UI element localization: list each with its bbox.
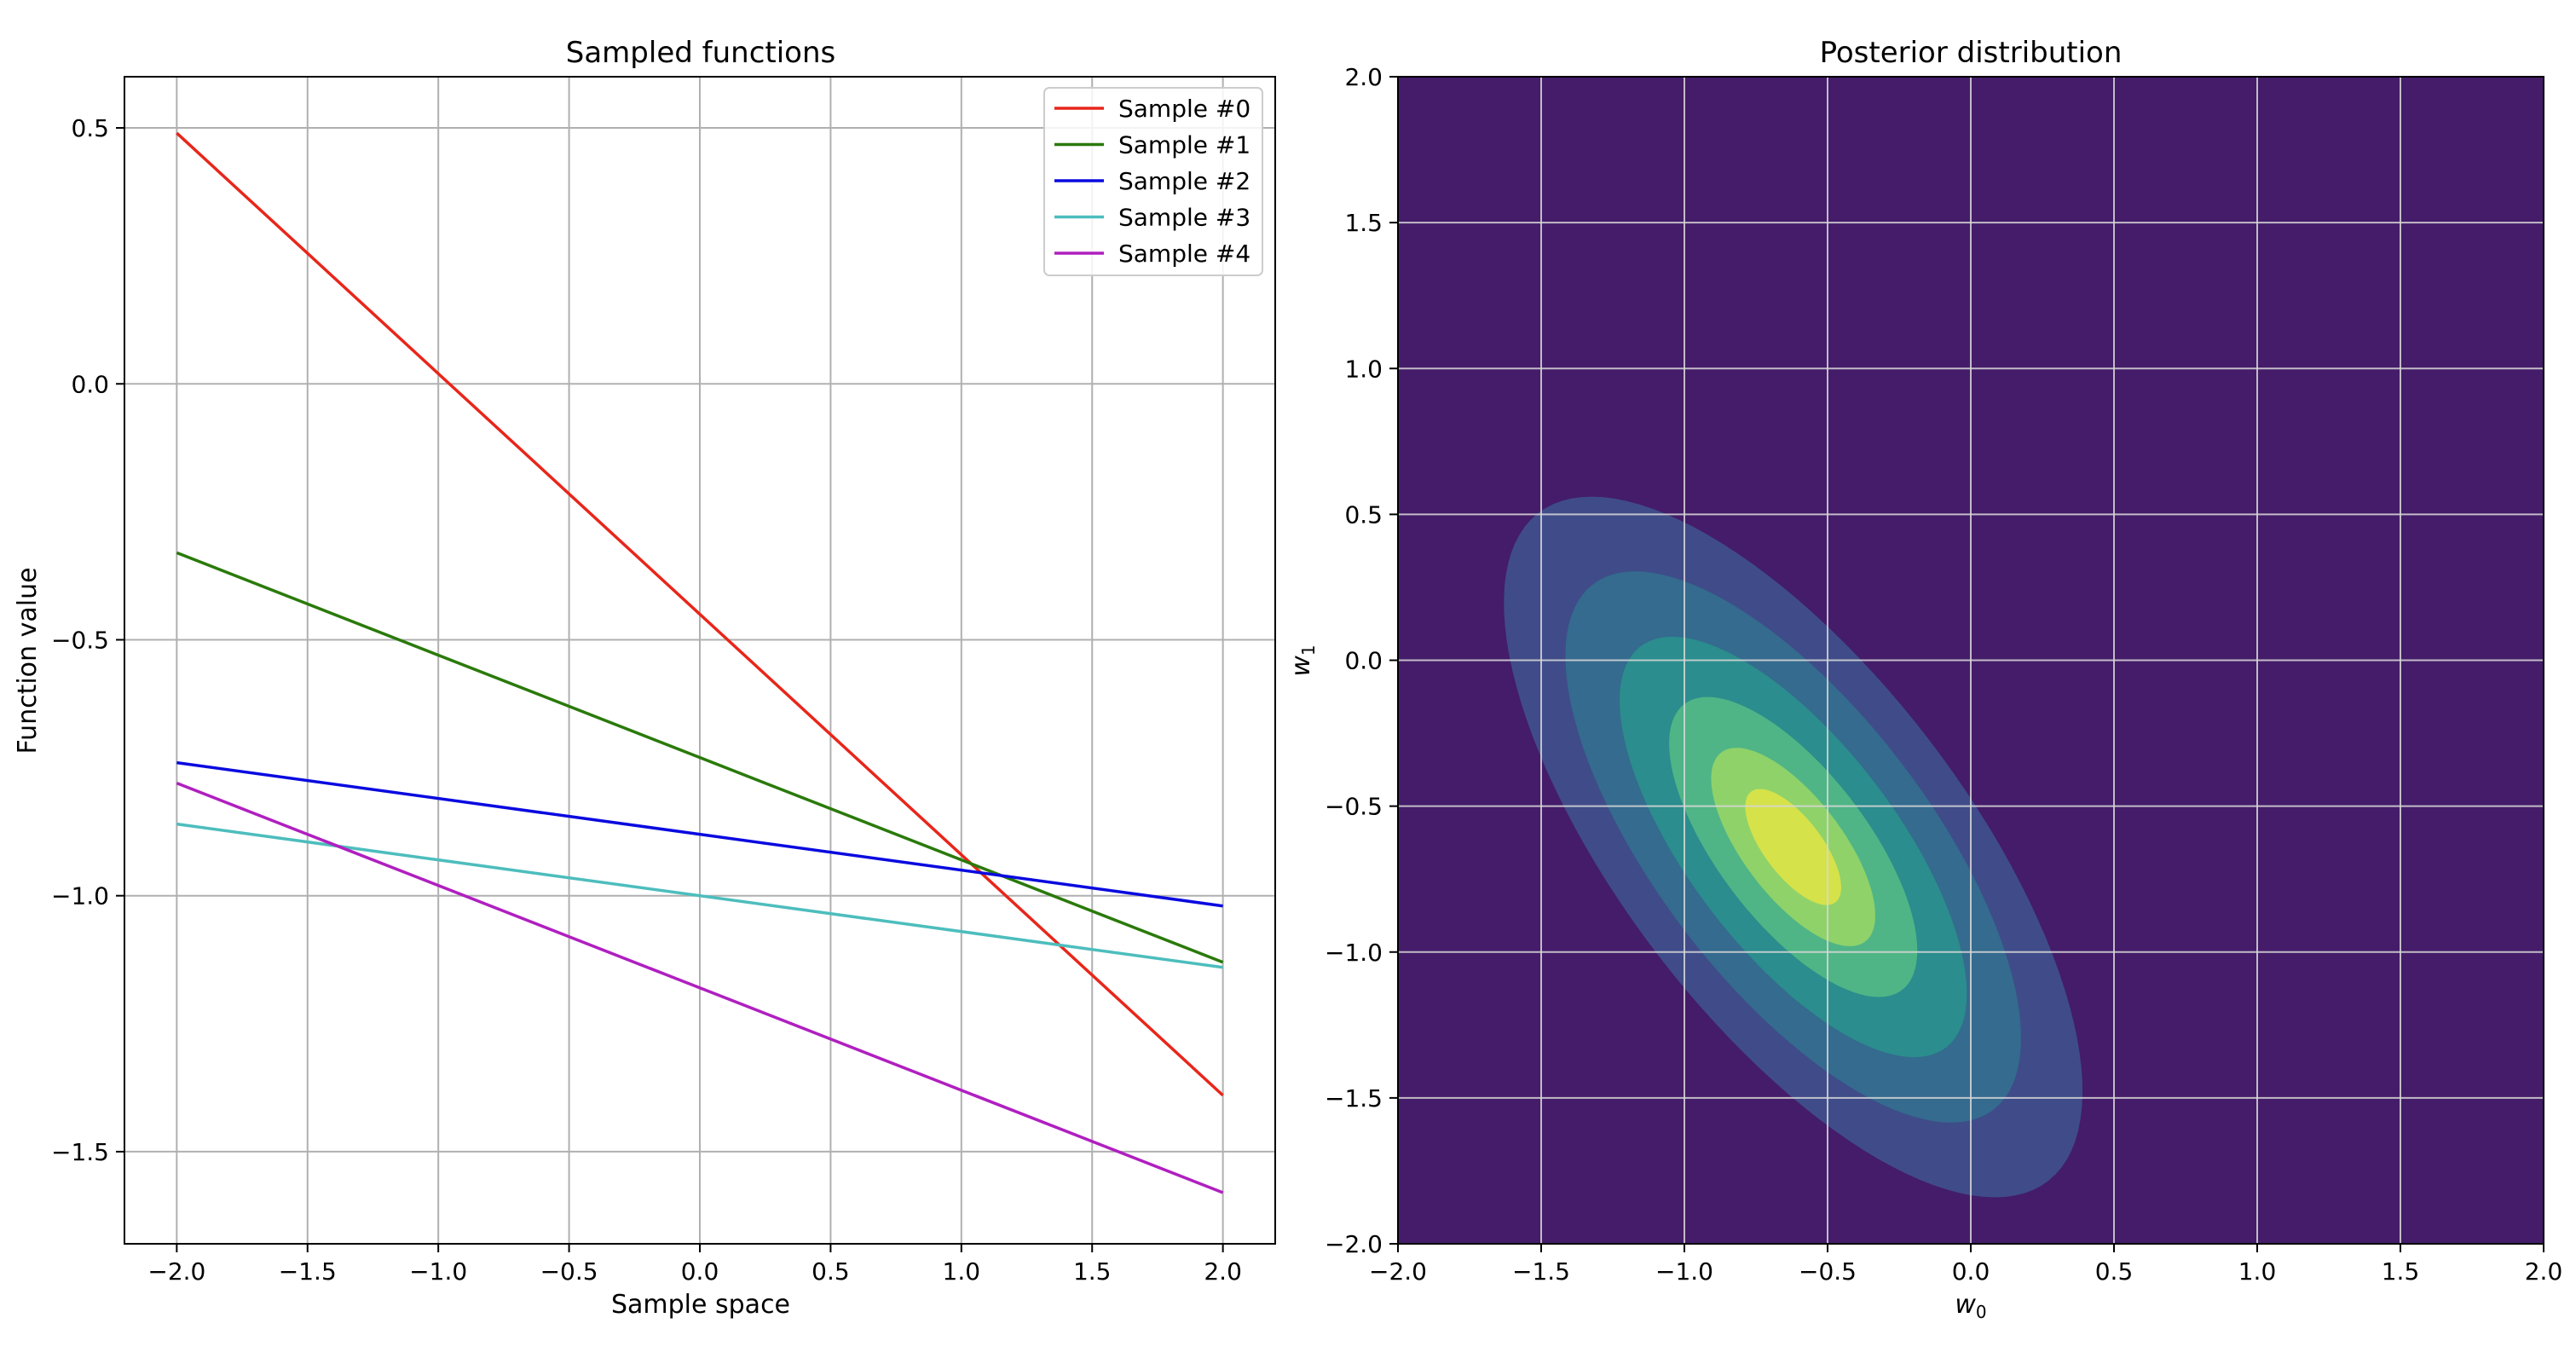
right-x-tick-label: −1.5 — [1512, 1257, 1570, 1286]
right-y-tick-label: 0.0 — [1344, 647, 1383, 675]
series-line-sample-4 — [176, 781, 1224, 1194]
sampled-functions-chart: Sampled functions −2.0 −1.5 −1.0 −0.5 0.0 0.5… — [13, 36, 1276, 1320]
right-y-tick-label: −1.5 — [1325, 1084, 1383, 1113]
right-x-tick-label: −0.5 — [1799, 1257, 1857, 1286]
left-x-tick-label: 2.0 — [1204, 1257, 1242, 1286]
left-x-tick-label: 0.0 — [681, 1257, 719, 1286]
right-y-tick-label: 1.5 — [1344, 209, 1383, 237]
left-chart-title: Sampled functions — [566, 36, 835, 70]
left-x-axis-label: Sample space — [611, 1290, 790, 1320]
series-line-sample-1 — [176, 551, 1224, 964]
left-x-ticks: −2.0 −1.5 −1.0 −0.5 0.0 0.5 1.0 1.5 2.0 — [147, 1244, 1242, 1286]
legend-label: Sample #4 — [1118, 240, 1250, 268]
right-y-tick-label: −1.0 — [1325, 939, 1383, 967]
posterior-distribution-chart: Posterior distribution −2.0 −1.5 −1.0 −0.5 0… — [1286, 36, 2562, 1322]
left-y-tick-label: 0.0 — [71, 370, 109, 398]
right-y-tick-label: 2.0 — [1344, 63, 1383, 91]
left-y-tick-label: −1.0 — [51, 882, 109, 910]
contour-level-6 — [1745, 789, 1841, 905]
left-y-axis-label: Function value — [13, 567, 43, 754]
right-x-tick-label: 0.5 — [2095, 1257, 2134, 1286]
left-x-tick-label: −1.0 — [409, 1257, 467, 1286]
left-x-tick-label: 1.5 — [1073, 1257, 1112, 1286]
right-x-tick-label: 0.0 — [1952, 1257, 1990, 1286]
right-x-tick-label: −2.0 — [1369, 1257, 1427, 1286]
left-y-tick-label: 0.5 — [71, 114, 109, 142]
left-y-ticks: 0.5 0.0 −0.5 −1.0 −1.5 — [51, 114, 124, 1166]
legend: Sample #0 Sample #1 Sample #2 Sample #3 Samp… — [1043, 87, 1263, 276]
legend-label: Sample #1 — [1118, 131, 1250, 159]
legend-label: Sample #0 — [1118, 95, 1250, 123]
series-line-sample-3 — [176, 822, 1223, 969]
right-x-axis-label: w0 — [1955, 1290, 1986, 1322]
legend-label: Sample #2 — [1118, 167, 1250, 195]
legend-label: Sample #3 — [1118, 204, 1250, 232]
right-y-tick-label: 0.5 — [1344, 500, 1383, 529]
right-x-tick-label: −1.0 — [1655, 1257, 1713, 1286]
right-x-tick-label: 2.0 — [2525, 1257, 2563, 1286]
right-x-tick-label: 1.5 — [2382, 1257, 2420, 1286]
right-x-ticks: −2.0 −1.5 −1.0 −0.5 0.0 0.5 1.0 1.5 2.0 — [1369, 1244, 2562, 1286]
right-chart-title: Posterior distribution — [1820, 36, 2123, 70]
legend-box — [1043, 87, 1263, 276]
right-y-tick-label: −0.5 — [1325, 793, 1383, 821]
right-x-tick-label: 1.0 — [2238, 1257, 2277, 1286]
right-y-axis-label: w1 — [1286, 644, 1319, 676]
left-y-tick-label: −1.5 — [51, 1138, 109, 1166]
left-x-tick-label: −0.5 — [540, 1257, 598, 1286]
left-x-tick-label: 1.0 — [943, 1257, 981, 1286]
right-y-tick-label: 1.0 — [1344, 355, 1383, 383]
left-y-tick-label: −0.5 — [51, 626, 109, 654]
left-series-lines — [176, 131, 1224, 1194]
series-line-sample-0 — [176, 131, 1224, 1097]
right-y-tick-label: −2.0 — [1325, 1230, 1383, 1258]
series-line-sample-2 — [176, 760, 1223, 908]
right-y-ticks: 2.0 1.5 1.0 0.5 0.0 −0.5 −1.0 −1.5 −2.0 — [1325, 63, 1398, 1258]
left-x-tick-label: −1.5 — [279, 1257, 337, 1286]
left-x-tick-label: −2.0 — [147, 1257, 205, 1286]
left-x-tick-label: 0.5 — [811, 1257, 850, 1286]
